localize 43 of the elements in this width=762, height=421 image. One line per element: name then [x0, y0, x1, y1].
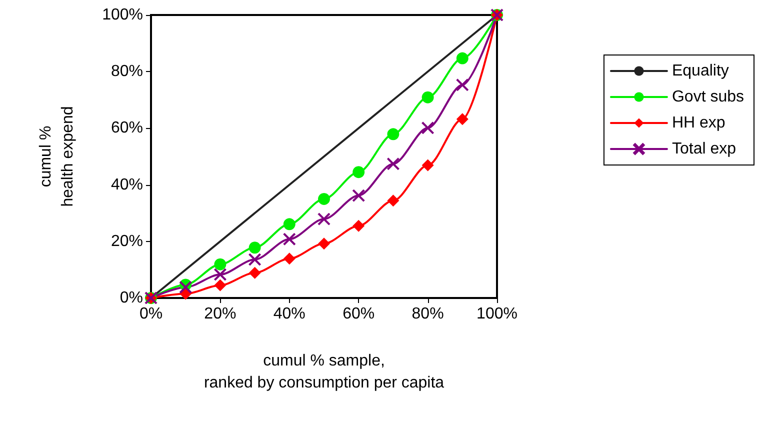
point — [422, 159, 434, 172]
x-tick-label: 40% — [273, 306, 306, 322]
point — [214, 268, 226, 281]
legend-label: HH exp — [672, 114, 726, 132]
point — [283, 252, 296, 265]
point — [387, 128, 400, 140]
point — [422, 91, 434, 104]
legend-label: Equality — [672, 62, 729, 80]
y-axis-title: cumul % health expend — [38, 106, 76, 207]
point — [318, 238, 330, 250]
point — [352, 189, 365, 202]
y-tick-label: 60% — [110, 120, 143, 137]
point — [283, 218, 296, 230]
y-tick-label: 20% — [110, 232, 143, 250]
point — [214, 258, 226, 270]
y-tick-label: 80% — [110, 63, 143, 80]
x-tick-label: 80% — [412, 306, 444, 322]
point — [248, 266, 261, 279]
point — [283, 232, 296, 246]
point — [318, 212, 330, 226]
legend-label: Govt subs — [672, 88, 744, 106]
point — [456, 113, 468, 126]
x-tick-label: 0% — [139, 306, 163, 322]
point — [248, 253, 262, 266]
x-tick-label: 60% — [342, 306, 375, 322]
point — [214, 279, 226, 292]
point — [179, 280, 192, 294]
point — [318, 192, 330, 205]
point — [456, 52, 468, 64]
point — [248, 242, 261, 254]
point — [387, 194, 400, 207]
point — [386, 158, 400, 170]
x-axis-title: cumul % sample, ranked by consumption per capita — [204, 352, 444, 392]
legend-label: Total exp — [672, 140, 736, 158]
point — [352, 220, 365, 232]
y-tick-label: 40% — [110, 176, 143, 194]
y-tick-label: 0% — [120, 290, 143, 306]
point — [422, 122, 434, 134]
x-tick-label: 20% — [204, 306, 236, 322]
point — [352, 166, 365, 178]
y-tick-label: 100% — [102, 6, 143, 24]
point — [456, 78, 469, 92]
x-tick-label: 100% — [476, 306, 518, 322]
